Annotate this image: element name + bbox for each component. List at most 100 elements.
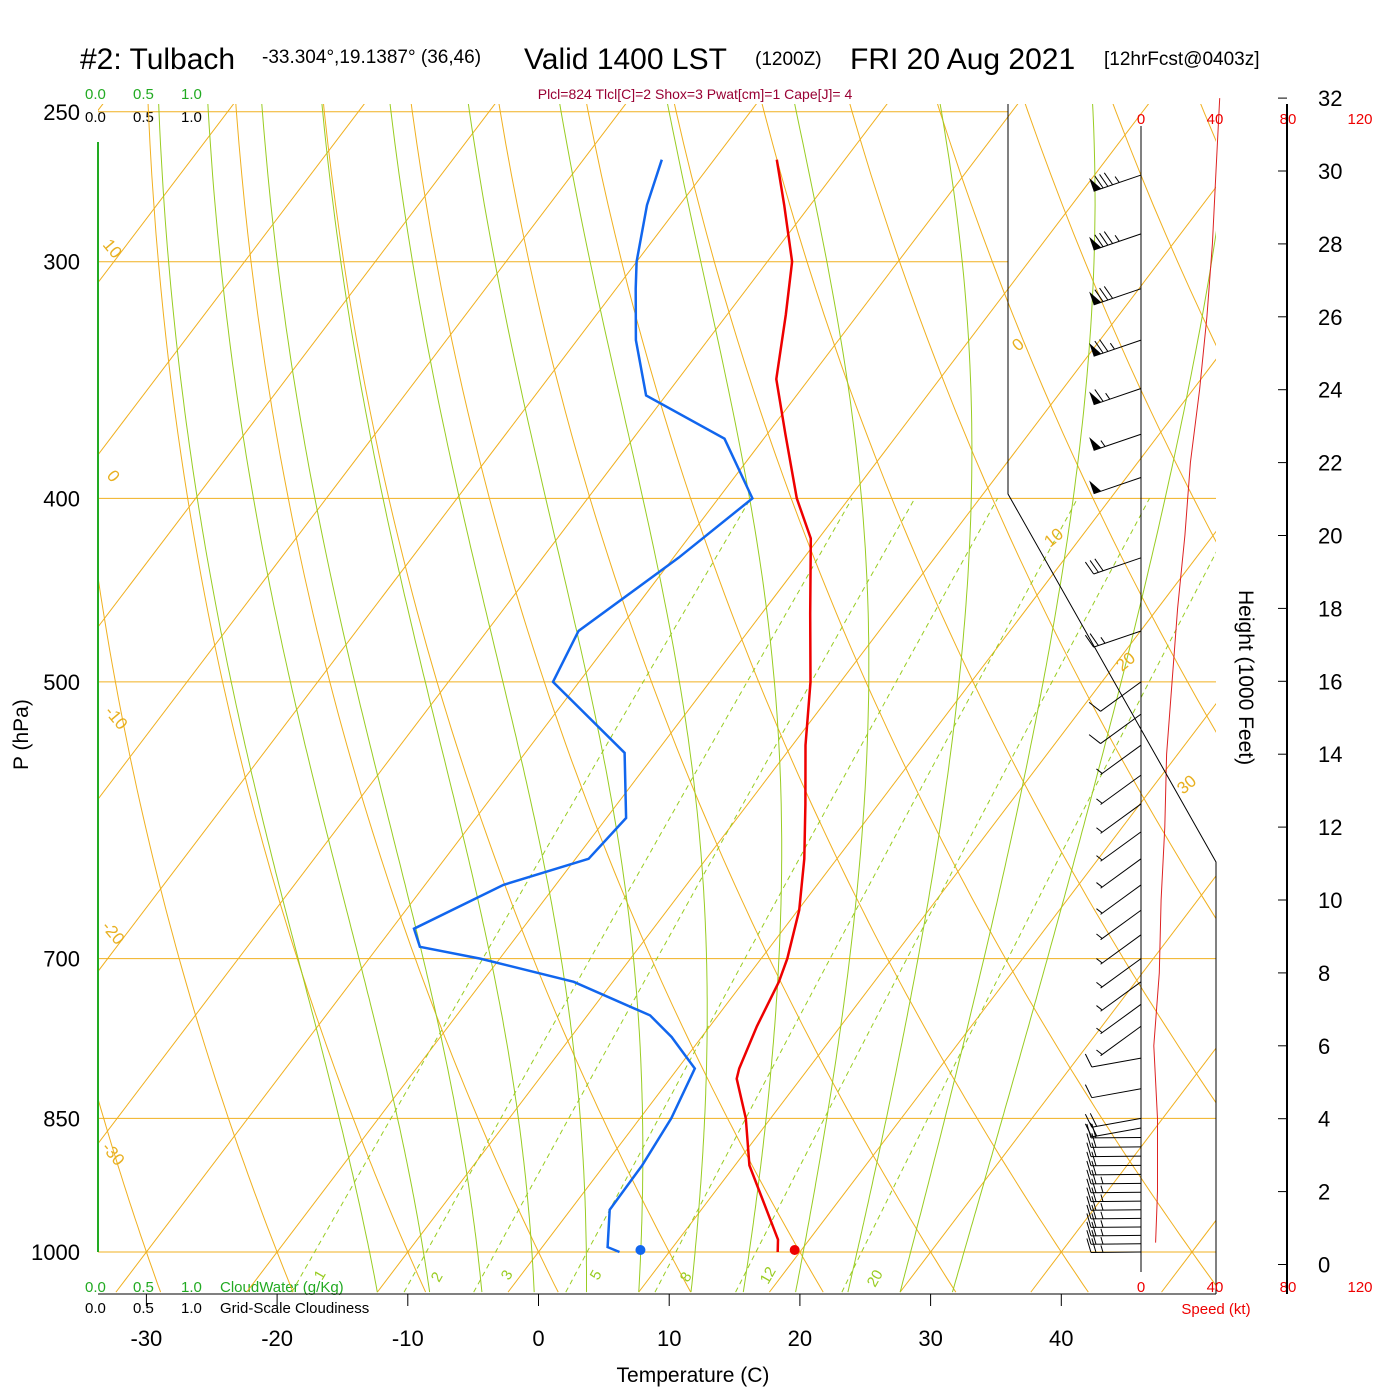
- station-location: -33.304°,19.1387° (36,46): [262, 47, 481, 68]
- isotherm-line: [98, 104, 365, 456]
- moist-adiabat-line: [847, 104, 973, 1293]
- mixing-ratio-line: [654, 498, 1078, 1293]
- wind-barb: [1086, 1151, 1142, 1167]
- wind-barb: [1086, 1178, 1142, 1194]
- valid-date: FRI 20 Aug 2021: [850, 43, 1075, 76]
- barb-full: [1091, 1142, 1097, 1157]
- mixing-ratio-label: 20: [864, 1267, 887, 1290]
- wind-barbs: [1084, 172, 1142, 1253]
- y-tick-label: 700: [43, 947, 80, 972]
- mixing-ratio-line: [565, 498, 999, 1293]
- height-tick-label: 24: [1318, 378, 1342, 403]
- barb-half: [1096, 1027, 1103, 1033]
- isotherm-line: [98, 104, 757, 973]
- height-tick-label: 12: [1318, 815, 1342, 840]
- wind-barb: [1084, 557, 1142, 575]
- wind-barb: [1084, 1113, 1142, 1128]
- height-tick-label: 28: [1318, 232, 1342, 257]
- height-tick-label: 18: [1318, 596, 1342, 621]
- wind-barb: [1089, 433, 1142, 451]
- barb-full: [1084, 1084, 1093, 1098]
- height-tick-label: 22: [1318, 451, 1342, 476]
- surface-dewpoint-marker: [635, 1245, 646, 1255]
- isotherm-line: [98, 104, 888, 1145]
- barb-pennant: [1089, 177, 1102, 192]
- barb-full: [1091, 1187, 1097, 1202]
- barb-half: [1096, 1049, 1103, 1055]
- pressure-axis: P (hPa) 250 300 400 500 700 850 1000: [10, 100, 80, 1265]
- isotherm-label: 10: [1040, 524, 1067, 551]
- isotherm-label-left: -10: [101, 702, 131, 733]
- isotherm-line: [98, 104, 496, 628]
- y-tick-label: 500: [43, 670, 80, 695]
- barb-full: [1084, 634, 1095, 648]
- barb-staff: [1093, 288, 1142, 306]
- barb-full: [1091, 1151, 1097, 1166]
- isotherm-line: [1030, 1047, 1216, 1293]
- barb-full: [1091, 1213, 1097, 1228]
- barb-full: [1094, 340, 1104, 354]
- dry-adiabat-line: [1364, 78, 1400, 1292]
- barb-staff: [1091, 1088, 1142, 1099]
- barb-half: [1096, 855, 1103, 861]
- x-tick-label: 30: [918, 1326, 942, 1351]
- moist-adiabat-line: [207, 104, 431, 1293]
- barb-full: [1094, 558, 1104, 572]
- barb-full: [1094, 289, 1104, 302]
- barb-half: [1100, 1245, 1104, 1253]
- speed-tick: 40: [1207, 111, 1224, 128]
- wind-barb: [1096, 981, 1142, 1012]
- barb-staff: [1100, 884, 1142, 915]
- moist-adiabat-line: [559, 104, 708, 1293]
- isotherm-line: [376, 186, 1216, 1293]
- dry-adiabat-line: [147, 104, 427, 1293]
- barb-half: [1100, 1194, 1104, 1202]
- barb-full: [1091, 1160, 1097, 1175]
- barb-full: [1091, 1169, 1097, 1184]
- temperature-axis: Temperature (C) -30 -20 -10 0 10 20 30 40: [131, 1294, 1074, 1387]
- speed-tick: 40: [1207, 1279, 1224, 1296]
- barb-staff: [1100, 681, 1142, 712]
- wind-barb: [1096, 934, 1142, 965]
- cloudwater-tick: 0.0: [85, 86, 106, 103]
- isotherm-line: [246, 104, 1150, 1293]
- y-tick-label: 250: [43, 100, 80, 125]
- wind-barb: [1086, 1221, 1142, 1237]
- wind-barb: [1096, 909, 1142, 941]
- cloudiness-tick: 1.0: [181, 109, 202, 126]
- dry-adiabat-line: [98, 1096, 162, 1293]
- wind-barb: [1084, 1053, 1142, 1068]
- wind-barb: [1089, 286, 1142, 306]
- x-tick-label: 40: [1049, 1326, 1073, 1351]
- mixing-ratio-label: 12: [757, 1264, 780, 1287]
- speed-axis-label: Speed (kt): [1181, 1301, 1250, 1318]
- wind-barb: [1096, 858, 1142, 889]
- barb-full: [1091, 1238, 1097, 1253]
- wind-barb: [1096, 803, 1142, 834]
- isotherm-line: [507, 358, 1216, 1293]
- barb-staff: [1093, 174, 1142, 192]
- cloudiness-tick: 0.5: [133, 1300, 154, 1317]
- dry-adiabat-line: [410, 104, 824, 1293]
- wind-barb: [1086, 1187, 1142, 1203]
- wind-barb: [1086, 1160, 1142, 1176]
- dry-adiabat-line: [761, 104, 1216, 1104]
- y-tick-label: 1000: [31, 1240, 80, 1265]
- barb-full: [1103, 286, 1114, 299]
- dry-adiabat-line: [1024, 104, 1216, 543]
- wind-barb: [1086, 1142, 1142, 1158]
- height-tick-label: 26: [1318, 305, 1342, 330]
- cloudwater-label: CloudWater (g/Kg): [220, 1279, 344, 1296]
- height-tick-label: 14: [1318, 742, 1342, 767]
- barb-full: [1094, 389, 1104, 402]
- dewpoint-profile: [412, 159, 754, 1254]
- barb-pennant: [1089, 291, 1102, 305]
- wind-barb: [1089, 339, 1142, 357]
- barb-half: [1105, 392, 1111, 400]
- isotherm-line: [98, 104, 235, 284]
- wind-barb: [1096, 774, 1142, 805]
- plot-frame: [98, 104, 1217, 1295]
- barb-full: [1103, 172, 1114, 186]
- barb-full: [1086, 1221, 1092, 1236]
- mixing-ratio-line: [841, 551, 1216, 1293]
